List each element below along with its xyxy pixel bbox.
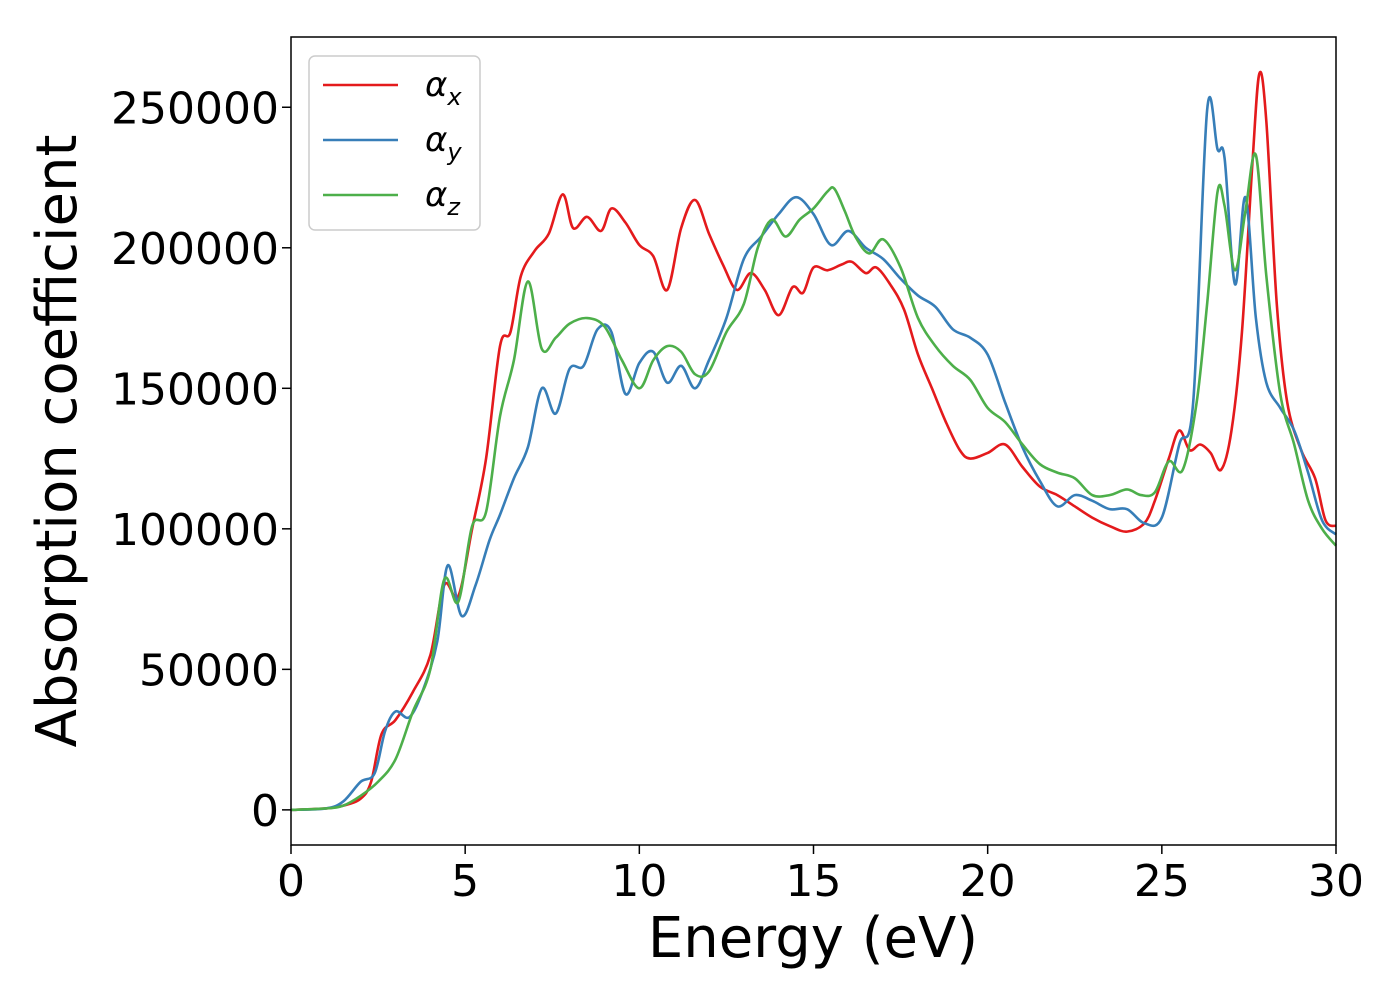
series-line-x [290, 70, 1337, 812]
y-tick-label: 250000 [111, 83, 279, 134]
legend-label-x: αx [425, 65, 462, 111]
y-axis-title: Absorption coefficient [25, 135, 90, 748]
series-line-y [290, 96, 1337, 812]
y-tick-label: 200000 [111, 224, 279, 275]
series-line-z [290, 152, 1338, 812]
x-tick-label: 20 [960, 856, 1016, 907]
y-tick-label: 50000 [139, 645, 279, 696]
y-tick-label: 0 [251, 786, 279, 837]
x-tick-label: 10 [611, 856, 667, 907]
x-tick-label: 25 [1134, 856, 1190, 907]
legend-label-y: αy [425, 120, 462, 166]
x-axis-ticks: 0 5 10 15 20 25 30 [277, 845, 1364, 907]
x-tick-label: 15 [786, 856, 842, 907]
x-tick-label: 30 [1308, 856, 1364, 907]
legend-box [308, 55, 481, 231]
x-tick-label: 0 [277, 856, 305, 907]
y-axis-ticks: 0 50000 100000 150000 200000 250000 [111, 83, 291, 837]
legend-entries: αx αy αz [323, 65, 462, 221]
x-axis-title: Energy (eV) [648, 906, 978, 971]
y-tick-label: 100000 [111, 505, 279, 556]
y-tick-label: 150000 [111, 364, 279, 415]
legend-label-z: αz [425, 175, 461, 221]
x-tick-label: 5 [451, 856, 479, 907]
series-layer [290, 70, 1338, 812]
legend: αx αy αz [308, 55, 481, 231]
